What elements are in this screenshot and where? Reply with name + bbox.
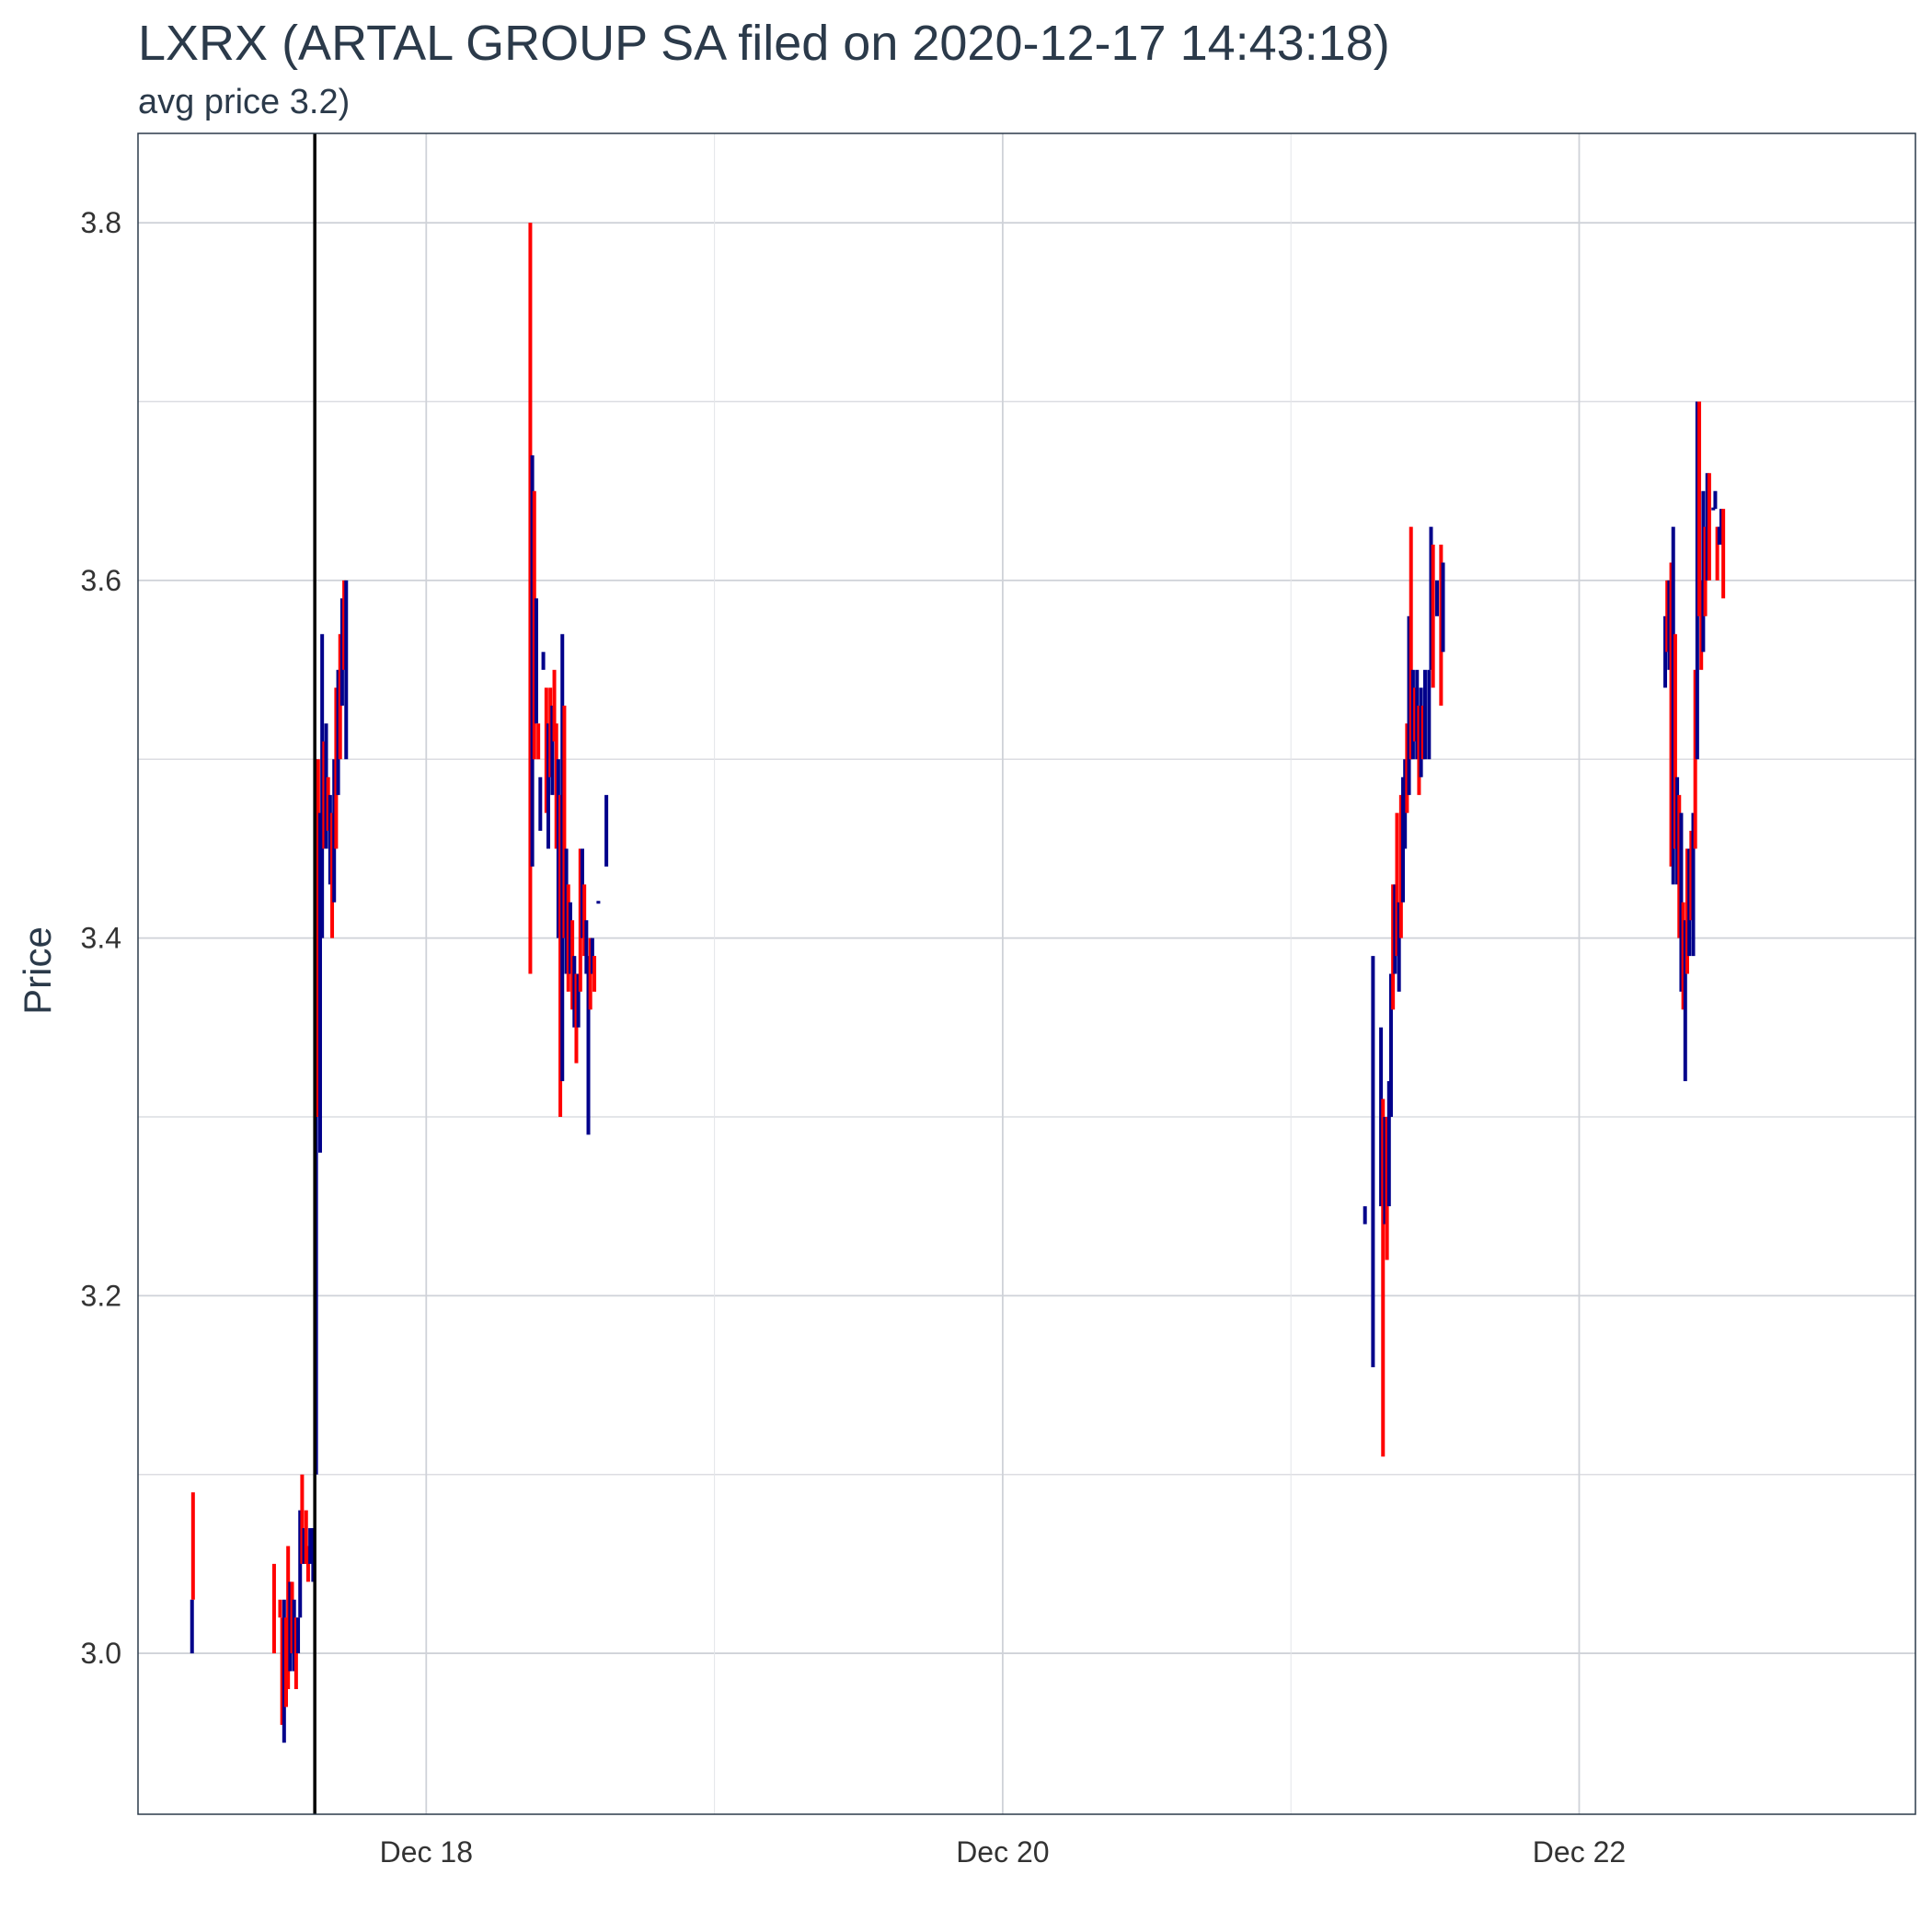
y-tick-label: 3.4 [81, 922, 121, 955]
x-tick-label: Dec 18 [380, 1835, 473, 1869]
y-tick-label: 3.2 [81, 1279, 121, 1312]
chart-title: LXRX (ARTAL GROUP SA filed on 2020-12-17… [138, 16, 1390, 71]
x-tick-label: Dec 20 [956, 1835, 1049, 1869]
chart-subtitle: avg price 3.2) [138, 83, 351, 121]
candles [190, 223, 1726, 1743]
y-axis-label: Price [16, 926, 59, 1015]
y-tick-label: 3.0 [81, 1637, 121, 1670]
grid [138, 133, 1915, 1814]
x-tick-label: Dec 22 [1533, 1835, 1626, 1869]
x-axis-ticks: Dec 18 Dec 20 Dec 22 [380, 1835, 1627, 1869]
y-axis-ticks: 3.0 3.2 3.4 3.6 3.8 [81, 206, 121, 1670]
y-tick-label: 3.8 [81, 206, 121, 239]
y-tick-label: 3.6 [81, 564, 121, 597]
plot-frame [137, 132, 1916, 1815]
